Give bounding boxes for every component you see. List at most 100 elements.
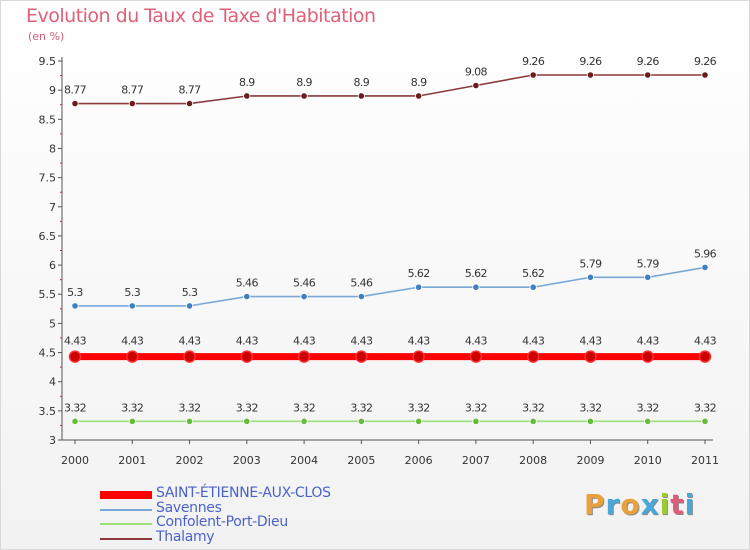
- y-tick-label: 5: [49, 317, 56, 330]
- data-label: 3.32: [522, 401, 544, 414]
- y-tick-label: 4: [49, 376, 56, 389]
- data-point: [526, 350, 540, 363]
- data-point: [472, 81, 480, 90]
- data-point: [71, 417, 79, 425]
- axes: 3 3.5 4 4.5 5 5.5 6 6.5 7 7.5 8 8.5 9 9.5 2000 2001 2002…: [39, 55, 720, 467]
- data-point: [71, 99, 79, 108]
- data-point: [586, 417, 595, 425]
- y-tick-label: 3: [49, 434, 56, 447]
- data-point: [412, 350, 425, 363]
- x-tick-label: 2009: [576, 454, 604, 467]
- data-label: 3.32: [293, 401, 315, 414]
- data-point: [415, 92, 423, 100]
- legend-label: Thalamy: [156, 528, 215, 545]
- data-point: [701, 263, 709, 272]
- data-label: 3.32: [408, 401, 430, 414]
- data-label: 3.32: [178, 401, 200, 414]
- chart-title: Evolution du Taux de Taxe d'Habitation: [26, 5, 376, 27]
- logo-letter: x: [640, 488, 660, 521]
- series-line: [75, 266, 706, 307]
- data-point: [243, 417, 251, 425]
- data-label: 4.43: [121, 335, 144, 348]
- x-tick-label: 2003: [233, 454, 261, 467]
- series-layer: [68, 71, 712, 425]
- data-point: [243, 92, 251, 100]
- legend-label: Confolent-Port-Dieu: [156, 514, 288, 530]
- data-point: [529, 417, 537, 425]
- data-label: 9.26: [637, 55, 660, 68]
- data-label: 8.77: [64, 84, 87, 97]
- data-label: 4.43: [293, 335, 316, 348]
- data-point: [128, 417, 136, 425]
- data-label: 5.3: [182, 286, 198, 299]
- data-point: [68, 350, 82, 363]
- data-point: [297, 350, 311, 363]
- x-tick-label: 2004: [290, 454, 318, 467]
- y-tick-label: 9.5: [39, 55, 57, 68]
- logo-letter: o: [620, 488, 641, 521]
- data-label: 5.79: [579, 257, 602, 270]
- x-tick-label: 2006: [405, 454, 433, 467]
- y-tick-label: 3.5: [39, 405, 57, 418]
- data-label: 8.9: [411, 76, 427, 89]
- data-label: 8.77: [178, 84, 201, 97]
- logo-letter: i: [684, 488, 696, 521]
- data-label: 3.32: [236, 401, 258, 414]
- data-point: [71, 302, 79, 310]
- x-tick-label: 2001: [118, 454, 146, 467]
- x-tick-label: 2007: [462, 454, 490, 467]
- y-tick-label: 6: [49, 259, 56, 272]
- data-label: 4.43: [637, 335, 660, 348]
- proxiti-logo: Proxiti: [584, 488, 695, 521]
- data-point: [644, 417, 652, 425]
- data-label: 3.32: [579, 401, 601, 414]
- data-label: 5.46: [293, 277, 316, 290]
- y-tick-label: 8.5: [39, 113, 57, 126]
- x-tick-label: 2010: [634, 454, 662, 467]
- data-point: [128, 99, 136, 108]
- data-point: [185, 99, 194, 108]
- y-tick-label: 9: [49, 84, 56, 97]
- data-point: [586, 273, 595, 281]
- legend-label: Savennes: [156, 499, 222, 516]
- data-point: [185, 417, 194, 425]
- data-point: [529, 71, 537, 79]
- legend-label: SAINT-ÉTIENNE-AUX-CLOS: [156, 485, 331, 501]
- x-tick-label: 2000: [61, 454, 89, 467]
- data-label: 3.32: [465, 401, 487, 414]
- data-label: 5.79: [637, 257, 660, 270]
- legend-swatch: [100, 537, 152, 540]
- data-label: 5.46: [236, 277, 259, 290]
- data-label: 8.9: [296, 76, 312, 89]
- data-point: [641, 350, 654, 363]
- data-point: [357, 92, 365, 100]
- data-label: 5.62: [522, 267, 544, 280]
- logo-letter: i: [659, 488, 671, 521]
- data-label: 9.26: [579, 55, 602, 68]
- data-point: [698, 350, 712, 363]
- data-point: [300, 417, 308, 425]
- legend-swatch: [100, 508, 152, 511]
- data-label: 8.77: [121, 84, 144, 97]
- logo-letter: r: [605, 488, 621, 521]
- data-point: [240, 350, 254, 363]
- x-tick-label: 2011: [691, 454, 719, 467]
- y-tick-label: 6.5: [39, 230, 57, 243]
- data-point: [357, 417, 365, 425]
- data-point: [469, 350, 483, 363]
- data-label: 9.26: [694, 55, 717, 68]
- data-point: [300, 292, 308, 301]
- data-label: 9.26: [522, 55, 545, 68]
- data-label: 4.43: [178, 335, 201, 348]
- data-point: [586, 71, 595, 79]
- legend-swatch: [100, 491, 152, 499]
- data-point: [472, 417, 480, 425]
- data-label: 3.32: [121, 401, 143, 414]
- data-label: 3.32: [637, 401, 659, 414]
- data-point: [415, 283, 423, 291]
- data-label: 5.96: [694, 247, 717, 260]
- y-tick-label: 7: [49, 201, 56, 214]
- y-tick-label: 7.5: [39, 172, 57, 185]
- x-tick-label: 2005: [347, 454, 375, 467]
